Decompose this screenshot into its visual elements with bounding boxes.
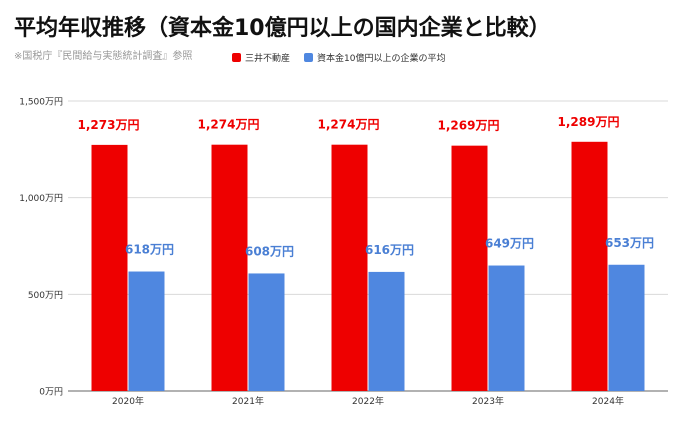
legend-label-series-1: 三井不動産 xyxy=(245,54,291,64)
data-label: 653万円 xyxy=(605,236,654,250)
bar-mitsui-fudosan xyxy=(331,144,368,391)
x-tick-label: 2022年 xyxy=(352,395,384,407)
y-tick-label: 500万円 xyxy=(28,290,63,301)
bar-large-company-average xyxy=(608,264,645,391)
data-label: 618万円 xyxy=(125,243,174,257)
legend-item-series-1: 三井不動産 xyxy=(232,51,290,64)
data-label: 1,274万円 xyxy=(198,118,260,132)
bar-mitsui-fudosan xyxy=(451,145,488,391)
data-label: 616万円 xyxy=(365,243,414,257)
bar-mitsui-fudosan xyxy=(571,141,608,391)
data-label: 1,269万円 xyxy=(438,119,500,133)
page-title: 平均年収推移（資本金10億円以上の国内企業と比較） xyxy=(14,16,551,41)
data-label: 608万円 xyxy=(245,244,294,258)
legend-item-series-2: 資本金10億円以上の企業の平均 xyxy=(304,51,445,64)
data-label: 1,274万円 xyxy=(318,118,380,132)
bar-mitsui-fudosan xyxy=(91,144,128,391)
x-tick-label: 2021年 xyxy=(232,395,264,407)
bar-large-company-average xyxy=(248,273,285,391)
y-tick-label: 1,000万円 xyxy=(19,193,63,204)
data-label: 1,289万円 xyxy=(558,115,620,129)
y-tick-label: 1,500万円 xyxy=(19,97,63,108)
x-tick-label: 2024年 xyxy=(592,395,624,407)
chart-legend: 三井不動産 資本金10億円以上の企業の平均 xyxy=(232,51,445,64)
bar-large-company-average xyxy=(368,271,405,391)
source-note: ※国税庁『民間給与実態統計調査』参照 xyxy=(14,51,193,62)
legend-swatch-series-1 xyxy=(232,53,241,62)
x-tick-label: 2020年 xyxy=(112,395,144,407)
bar-large-company-average xyxy=(128,271,165,391)
y-tick-label: 0万円 xyxy=(39,387,63,398)
legend-swatch-series-2 xyxy=(304,53,314,62)
data-label: 1,273万円 xyxy=(78,118,140,132)
data-label: 649万円 xyxy=(485,237,534,251)
bar-large-company-average xyxy=(488,265,525,391)
x-tick-label: 2023年 xyxy=(472,395,504,407)
legend-label-series-2: 資本金10億円以上の企業の平均 xyxy=(317,54,446,64)
bar-mitsui-fudosan xyxy=(211,144,248,391)
